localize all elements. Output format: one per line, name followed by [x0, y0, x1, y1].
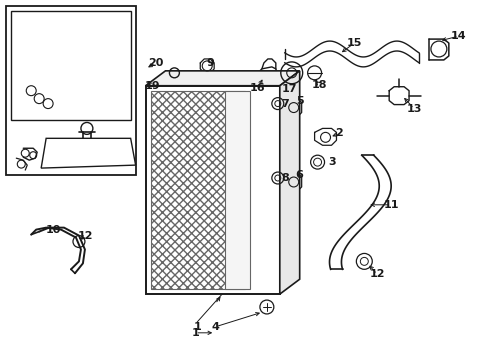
Text: 3: 3: [328, 157, 336, 167]
Bar: [11, 11, 130, 121]
Text: 2: 2: [335, 129, 343, 138]
Text: 19: 19: [144, 81, 160, 91]
Text: 9: 9: [206, 58, 214, 68]
Text: 10: 10: [45, 225, 61, 235]
Text: 5: 5: [295, 96, 303, 105]
Bar: [150, 91, 244, 289]
Text: 4: 4: [211, 322, 219, 332]
Text: 12: 12: [369, 269, 384, 279]
Polygon shape: [145, 71, 299, 86]
Text: 13: 13: [406, 104, 421, 113]
Text: 14: 14: [450, 31, 466, 41]
Text: 1: 1: [193, 322, 201, 332]
Text: 6: 6: [295, 170, 303, 180]
Text: 12: 12: [78, 230, 94, 240]
Bar: [224, 91, 249, 289]
Bar: [145, 86, 279, 294]
Text: 8: 8: [280, 173, 288, 183]
Text: 11: 11: [383, 200, 398, 210]
Bar: [6, 6, 135, 175]
Polygon shape: [279, 71, 299, 294]
Polygon shape: [41, 138, 135, 168]
Text: 16: 16: [249, 83, 265, 93]
Text: 20: 20: [147, 58, 163, 68]
Text: 7: 7: [280, 99, 288, 109]
Text: 17: 17: [282, 84, 297, 94]
Text: 15: 15: [346, 38, 361, 48]
Text: 18: 18: [311, 80, 326, 90]
Text: 1: 1: [191, 328, 199, 338]
